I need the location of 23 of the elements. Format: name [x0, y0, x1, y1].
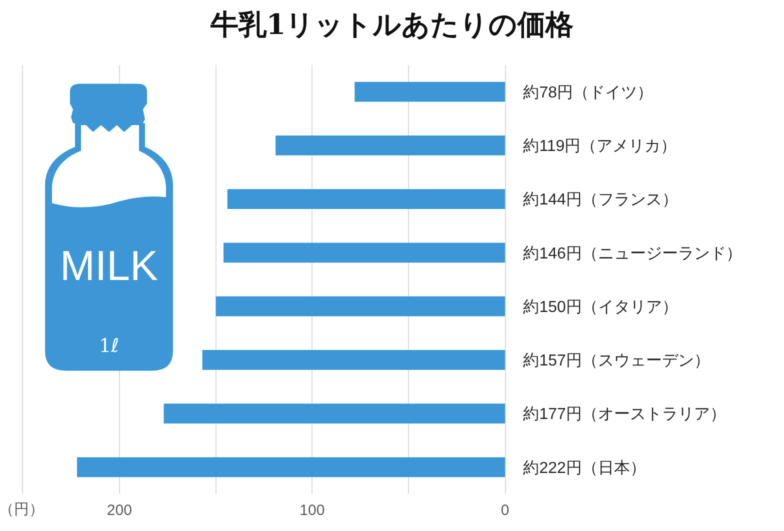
y-tick-label: 約119円（アメリカ） [523, 138, 677, 156]
x-axis-title: （円） [0, 501, 44, 518]
y-tick-label: 約222円（日本） [523, 458, 646, 477]
y-tick-label: 約78円（ドイツ） [523, 84, 653, 102]
bar [76, 457, 505, 478]
bar [276, 136, 505, 156]
chart-title: 牛乳1リットルあたりの価格 [209, 8, 574, 41]
y-tick-label: 約146円（ニュージーランド） [523, 245, 742, 262]
bar [224, 242, 505, 263]
y-tick-label: 約144円（フランス） [523, 192, 678, 209]
bar [164, 404, 505, 424]
y-tick-label: 約177円（オーストラリア） [523, 406, 726, 424]
y-tick-label: 約157円（スウェーデン） [523, 352, 710, 370]
x-tick-label: 200 [106, 502, 132, 519]
x-tick-label: 100 [300, 502, 325, 519]
bar [202, 350, 505, 370]
annotation: 1ℓ [99, 335, 119, 357]
bar [227, 189, 505, 209]
y-tick-label: 約150円（イタリア） [523, 298, 678, 316]
bar [354, 82, 505, 102]
bar [216, 296, 505, 316]
x-tick-label: 0 [500, 502, 510, 519]
annotation: MILK [60, 242, 158, 289]
